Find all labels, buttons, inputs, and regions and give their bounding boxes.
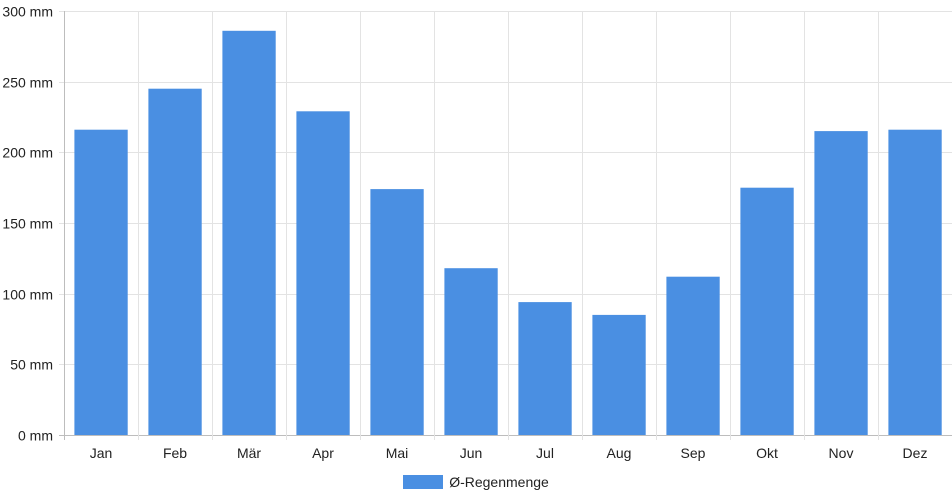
bar-apr[interactable]	[296, 111, 350, 436]
bar-jan[interactable]	[74, 129, 128, 435]
bar-aug[interactable]	[592, 314, 646, 435]
y-tick-label: 150 mm	[2, 216, 53, 232]
bar-jun[interactable]	[444, 268, 498, 435]
y-tick-label: 300 mm	[2, 4, 53, 20]
bar-jul[interactable]	[518, 302, 572, 435]
y-tick-label: 100 mm	[2, 287, 53, 303]
y-tick-label: 0 mm	[18, 428, 53, 444]
x-tick-label: Dez	[903, 445, 928, 461]
x-tick-label: Nov	[829, 445, 854, 461]
bar-nov[interactable]	[814, 131, 868, 435]
x-tick-label: Mär	[237, 445, 261, 461]
x-tick-label: Aug	[607, 445, 632, 461]
x-tick-label: Jan	[90, 445, 113, 461]
x-tick-label: Jul	[536, 445, 554, 461]
x-tick-label: Jun	[460, 445, 483, 461]
y-tick-label: 50 mm	[10, 357, 53, 373]
y-tick-label: 250 mm	[2, 75, 53, 91]
legend-label: Ø-Regenmenge	[449, 474, 549, 490]
x-tick-label: Feb	[163, 445, 187, 461]
x-tick-label: Sep	[681, 445, 706, 461]
bar-dez[interactable]	[888, 129, 942, 435]
bar-mär[interactable]	[222, 30, 276, 436]
legend-swatch	[403, 475, 444, 489]
y-tick-labels: 0 mm 50 mm 100 mm 150 mm 200 mm 250 mm 300 mm	[2, 4, 53, 444]
bars	[74, 30, 942, 436]
x-tick-label: Mai	[386, 445, 409, 461]
bar-okt[interactable]	[740, 187, 794, 435]
y-tick-label: 200 mm	[2, 145, 53, 161]
legend[interactable]: Ø-Regenmenge	[0, 472, 952, 492]
x-tick-label: Apr	[312, 445, 334, 461]
grid-lines	[59, 11, 952, 440]
bar-mai[interactable]	[370, 189, 424, 435]
x-tick-labels: Jan Feb Mär Apr Mai Jun Jul Aug Sep Okt Nov Dez	[90, 445, 928, 461]
bar-sep[interactable]	[666, 276, 720, 435]
x-tick-label: Okt	[756, 445, 778, 461]
bar-feb[interactable]	[148, 88, 202, 435]
